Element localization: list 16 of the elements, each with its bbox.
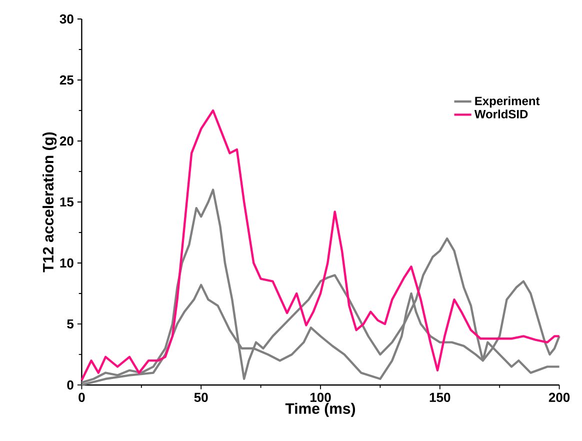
x-tick-label: 50 bbox=[194, 392, 208, 402]
y-axis-title: T12 acceleration (g) bbox=[42, 132, 57, 272]
x-tick-label: 100 bbox=[310, 392, 331, 402]
y-tick-label: 25 bbox=[60, 75, 74, 85]
y-tick-label: 0 bbox=[67, 380, 74, 390]
y-tick-label: 20 bbox=[60, 136, 74, 146]
y-tick-label: 15 bbox=[60, 197, 74, 207]
legend-label: Experiment bbox=[475, 96, 540, 108]
y-tick-label: 5 bbox=[67, 319, 74, 329]
legend-label: WorldSID bbox=[474, 110, 528, 118]
y-tick-label: 10 bbox=[60, 258, 74, 268]
x-tick-label: 200 bbox=[548, 392, 570, 402]
x-tick-label: 150 bbox=[430, 392, 450, 402]
x-tick-label: 0 bbox=[78, 392, 85, 402]
y-tick-label: 30 bbox=[60, 14, 74, 24]
x-axis-title: Time (ms) bbox=[285, 402, 356, 417]
